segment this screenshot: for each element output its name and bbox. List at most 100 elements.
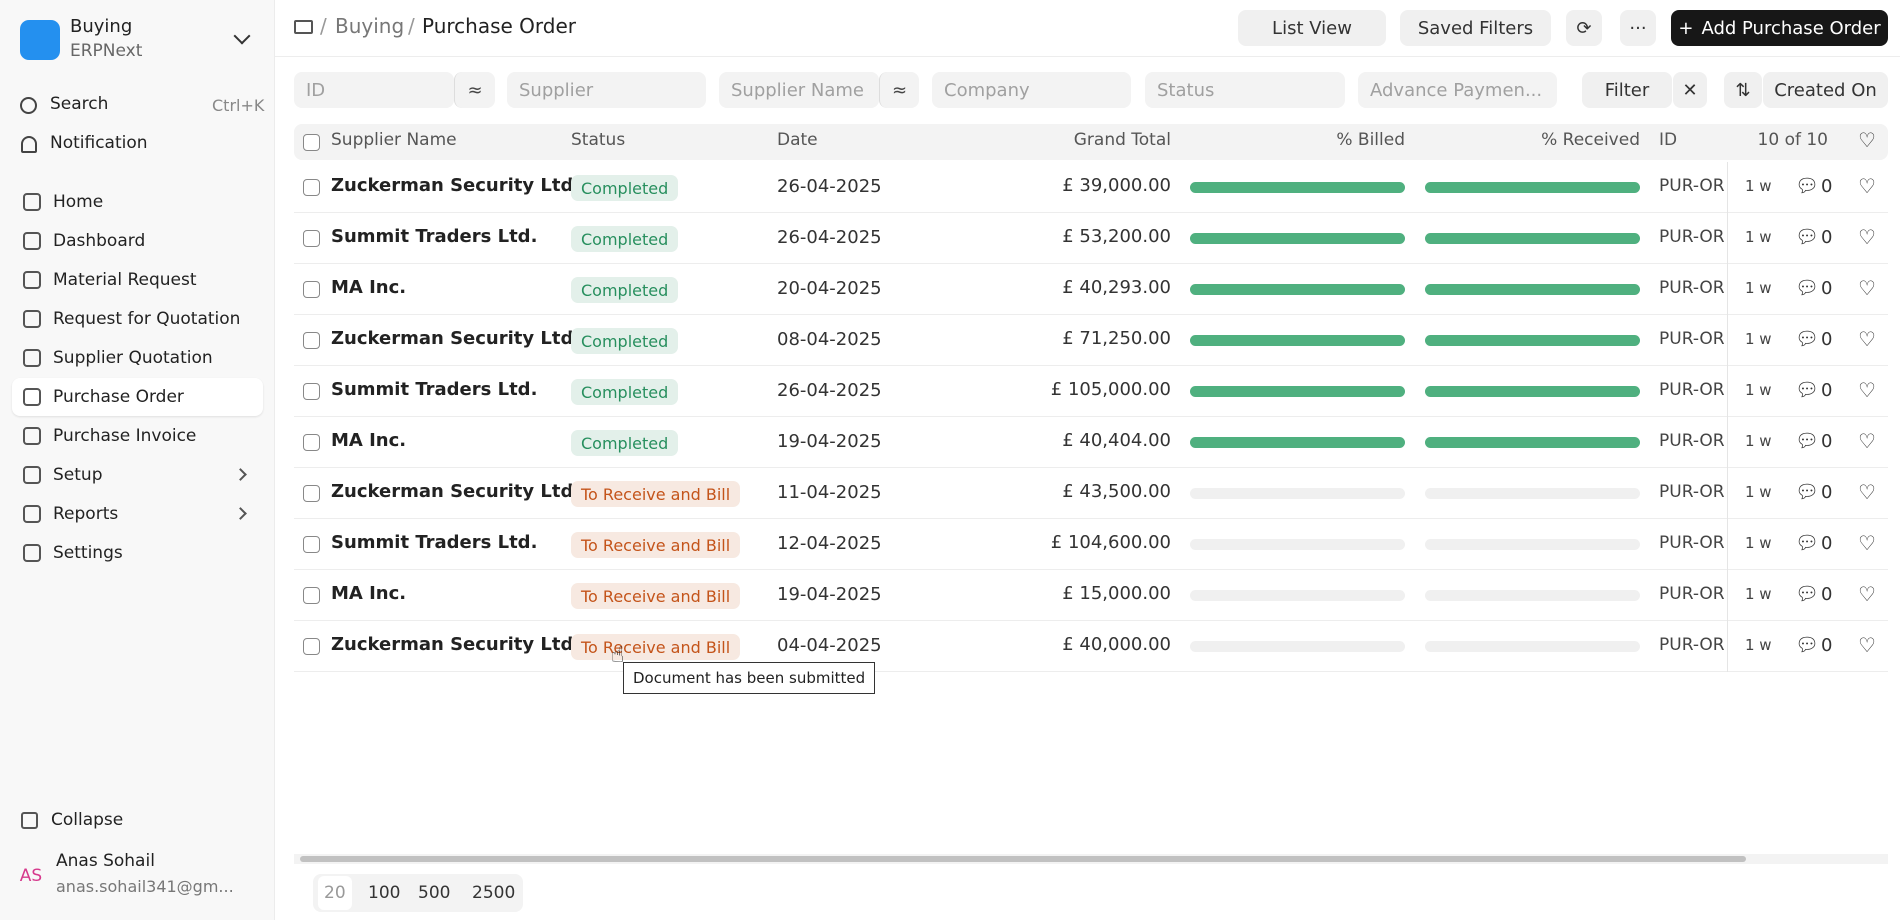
doc-id[interactable]: PUR-OR (1659, 380, 1725, 400)
fuzzy-toggle[interactable]: ≈ (454, 72, 495, 108)
doc-id[interactable]: PUR-OR (1659, 278, 1725, 298)
nav-label[interactable]: Settings (53, 543, 123, 563)
breadcrumb[interactable]: Buying (335, 14, 405, 38)
refresh-btn[interactable]: ⟳ (1566, 10, 1602, 46)
nav-label[interactable]: Dashboard (53, 231, 146, 251)
comment-icon[interactable]: 💬︎ (1795, 481, 1820, 503)
row-checkbox[interactable] (303, 230, 320, 247)
add-label[interactable]: Add Purchase Order (1701, 17, 1881, 39)
nav-label[interactable]: Purchase Order (53, 387, 184, 407)
filter-input[interactable]: Advance Paymen... (1358, 72, 1557, 108)
like-icon[interactable]: ♡ (1858, 378, 1876, 402)
doc-id[interactable]: PUR-OR (1659, 329, 1725, 349)
table-row[interactable] (294, 162, 1888, 213)
list-view-btn[interactable]: List View (1238, 10, 1386, 46)
row-checkbox[interactable] (303, 587, 320, 604)
row-checkbox[interactable] (303, 281, 320, 298)
comment-icon[interactable]: 💬︎ (1795, 328, 1820, 350)
row-checkbox[interactable] (303, 179, 320, 196)
like-icon[interactable]: ♡ (1858, 480, 1876, 504)
supplier-name[interactable]: MA Inc. (331, 583, 407, 604)
table-row[interactable] (294, 213, 1888, 264)
fuzzy-toggle[interactable]: ≈ (879, 72, 919, 108)
filter-input[interactable]: ID (294, 72, 454, 108)
page-size[interactable]: 500 (418, 883, 451, 903)
comment-icon[interactable]: 💬︎ (1795, 430, 1820, 452)
table-row[interactable] (294, 417, 1888, 468)
supplier-name[interactable]: Zuckerman Security Ltd. (331, 481, 581, 502)
saved-filters-btn[interactable]: Saved Filters (1400, 10, 1551, 46)
supplier-name[interactable]: Summit Traders Ltd. (331, 379, 538, 400)
page-size[interactable]: 2500 (472, 883, 516, 903)
like-icon[interactable]: ♡ (1858, 633, 1876, 657)
user-name[interactable]: Anas Sohail (56, 851, 155, 871)
add-btn[interactable]: + Add Purchase Order (1671, 10, 1888, 46)
app-name[interactable]: Buying (70, 16, 133, 37)
company-name[interactable]: ERPNext (70, 41, 143, 61)
supplier-name[interactable]: Summit Traders Ltd. (331, 226, 538, 247)
like-icon[interactable]: ♡ (1858, 531, 1876, 555)
row-checkbox[interactable] (303, 536, 320, 553)
nav-item[interactable]: Home (23, 183, 103, 221)
filter-input[interactable]: Company (932, 72, 1131, 108)
like-icon[interactable]: ♡ (1858, 174, 1876, 198)
table-row[interactable] (294, 366, 1888, 417)
filter-btn[interactable]: Filter (1582, 72, 1672, 108)
sort-order[interactable]: ⇅ (1724, 72, 1762, 108)
nav-item[interactable]: Purchase Order (23, 378, 184, 416)
doc-id[interactable]: PUR-OR (1659, 431, 1725, 451)
supplier-name[interactable]: MA Inc. (331, 430, 407, 451)
row-checkbox[interactable] (303, 485, 320, 502)
supplier-name[interactable]: Zuckerman Security Ltd. (331, 175, 581, 196)
nav-item[interactable]: Purchase Invoice (23, 417, 196, 455)
like-header[interactable]: ♡ (1858, 128, 1876, 152)
nav-label[interactable]: Reports (53, 504, 119, 524)
page-size[interactable]: 20 (318, 876, 352, 910)
filter-input[interactable]: Supplier (507, 72, 706, 108)
comment-icon[interactable]: 💬︎ (1795, 175, 1820, 197)
supplier-name[interactable]: MA Inc. (331, 277, 407, 298)
row-checkbox[interactable] (303, 434, 320, 451)
comment-icon[interactable]: 💬︎ (1795, 634, 1820, 656)
nav-label[interactable]: Material Request (53, 270, 197, 290)
comment-icon[interactable]: 💬︎ (1795, 277, 1820, 299)
nav-item[interactable]: Request for Quotation (23, 300, 240, 338)
sort-field[interactable]: Created On (1763, 72, 1888, 108)
doc-id[interactable]: PUR-OR (1659, 533, 1725, 553)
filter-input[interactable]: Status (1145, 72, 1345, 108)
nav-label[interactable]: Request for Quotation (53, 309, 241, 329)
desk-icon[interactable] (294, 20, 313, 34)
collapse[interactable]: Collapse (51, 810, 124, 830)
table-row[interactable] (294, 570, 1888, 621)
page-size[interactable]: 100 (368, 883, 401, 903)
like-icon[interactable]: ♡ (1858, 225, 1876, 249)
table-row[interactable] (294, 519, 1888, 570)
like-icon[interactable]: ♡ (1858, 327, 1876, 351)
nav-item[interactable]: Reports (23, 495, 118, 533)
like-icon[interactable]: ♡ (1858, 429, 1876, 453)
like-icon[interactable]: ♡ (1858, 276, 1876, 300)
select-all[interactable] (303, 134, 320, 151)
comment-icon[interactable]: 💬︎ (1795, 583, 1820, 605)
doc-id[interactable]: PUR-OR (1659, 176, 1725, 196)
nav-label[interactable]: Home (53, 192, 104, 212)
table-row[interactable] (294, 621, 1888, 672)
search-icon[interactable] (20, 97, 37, 114)
row-checkbox[interactable] (303, 332, 320, 349)
nav-item[interactable]: Material Request (23, 261, 197, 299)
nav-item[interactable]: Supplier Quotation (23, 339, 213, 377)
app-logo[interactable] (20, 20, 60, 60)
row-checkbox[interactable] (303, 638, 320, 655)
scroll-thumb[interactable] (300, 856, 1746, 862)
nav-item[interactable]: Dashboard (23, 222, 145, 260)
doc-id[interactable]: PUR-OR (1659, 227, 1725, 247)
supplier-name[interactable]: Zuckerman Security Ltd. (331, 634, 581, 655)
more-btn[interactable]: ··· (1620, 10, 1656, 46)
filter-input[interactable]: Supplier Name (719, 72, 879, 108)
comment-icon[interactable]: 💬︎ (1795, 532, 1820, 554)
like-icon[interactable]: ♡ (1858, 582, 1876, 606)
nav-item[interactable]: Settings (23, 534, 123, 572)
doc-id[interactable]: PUR-OR (1659, 635, 1725, 655)
notification[interactable]: Notification (50, 133, 148, 153)
notification-icon[interactable] (21, 136, 37, 153)
